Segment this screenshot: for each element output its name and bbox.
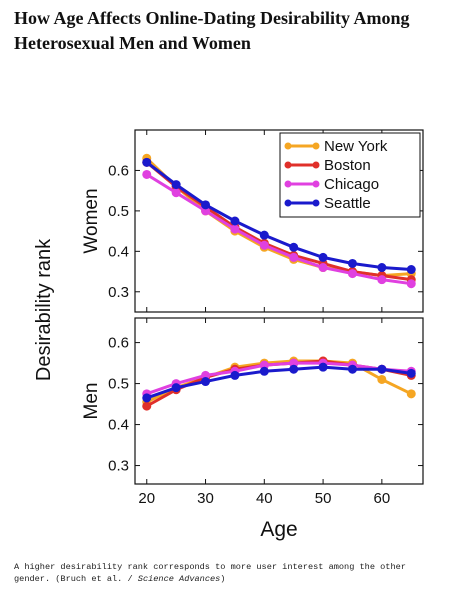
data-point	[318, 252, 328, 262]
y-tick-label: 0.4	[108, 243, 129, 260]
legend-marker	[284, 142, 292, 150]
legend-label: Chicago	[324, 176, 379, 193]
data-point	[347, 269, 357, 279]
data-point	[259, 230, 269, 240]
data-point	[377, 374, 387, 384]
data-point	[201, 377, 211, 387]
x-tick-label: 40	[256, 490, 273, 507]
panel-label: Men	[81, 383, 102, 420]
x-tick-label: 30	[197, 490, 214, 507]
legend-marker	[284, 161, 292, 169]
data-point	[230, 370, 240, 380]
legend-marker	[284, 199, 292, 207]
caption-text: A higher desirability rank corresponds t…	[14, 562, 406, 584]
legend-label: Boston	[324, 157, 371, 174]
data-point	[289, 364, 299, 374]
panel-frame	[134, 317, 424, 485]
y-tick-label: 0.6	[108, 162, 129, 179]
legend-marker	[312, 199, 320, 207]
series-line	[145, 161, 412, 282]
data-point	[142, 157, 152, 167]
data-point	[259, 240, 269, 250]
y-tick-label: 0.5	[108, 203, 129, 220]
data-point	[201, 200, 211, 210]
legend-label: New York	[324, 138, 388, 155]
data-point	[318, 362, 328, 372]
data-point	[142, 393, 152, 403]
x-tick-label: 60	[374, 490, 391, 507]
data-point	[142, 169, 152, 179]
x-tick-label: 50	[315, 490, 332, 507]
x-tick-label: 20	[138, 490, 155, 507]
data-point	[377, 275, 387, 285]
data-point	[230, 224, 240, 234]
y-tick-label: 0.6	[108, 335, 129, 352]
series-line	[145, 161, 412, 272]
x-axis-label: Age	[260, 518, 297, 541]
data-point	[406, 265, 416, 275]
data-point	[347, 364, 357, 374]
data-point	[171, 383, 181, 393]
y-tick-label: 0.4	[108, 417, 129, 434]
chart: Desirability rank 0.3 0.4 0.5 0.6 Women New Y…	[33, 129, 424, 541]
data-point	[201, 370, 211, 380]
data-point	[289, 242, 299, 252]
data-point	[259, 360, 269, 370]
data-point	[347, 258, 357, 268]
data-point	[289, 358, 299, 368]
legend-marker	[312, 180, 320, 188]
panel-frame	[134, 129, 424, 313]
caption-source: Science Advances	[137, 574, 221, 584]
data-point	[171, 188, 181, 198]
data-point	[406, 389, 416, 399]
caption: A higher desirability rank corresponds t…	[14, 561, 444, 585]
y-tick-label: 0.3	[108, 284, 129, 301]
series-line	[146, 361, 412, 396]
legend-label: Seattle	[324, 195, 371, 212]
data-point	[289, 252, 299, 262]
data-point	[377, 364, 387, 374]
series-line	[146, 365, 412, 400]
series-line	[145, 173, 412, 286]
legend-marker	[312, 142, 320, 150]
y-tick-label: 0.3	[108, 458, 129, 475]
legend-marker	[284, 180, 292, 188]
panel-label: Women	[81, 188, 102, 253]
y-tick-label: 0.5	[108, 376, 129, 393]
data-point	[142, 401, 152, 411]
data-point	[377, 263, 387, 273]
data-point	[318, 263, 328, 273]
data-point	[171, 180, 181, 190]
data-point	[259, 366, 269, 376]
data-point	[406, 279, 416, 289]
caption-end: )	[220, 574, 226, 584]
legend-marker	[312, 161, 320, 169]
data-point	[406, 368, 416, 378]
data-point	[230, 216, 240, 226]
title: How Age Affects Online-Dating Desirabili…	[14, 8, 410, 53]
y-axis-label: Desirability rank	[33, 238, 55, 381]
